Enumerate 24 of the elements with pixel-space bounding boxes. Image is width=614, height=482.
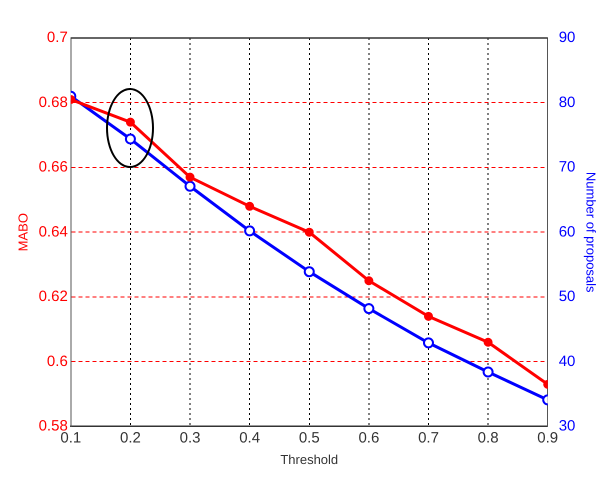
x-axis-title: Threshold: [280, 452, 338, 467]
y-tick-label: 0.7: [46, 29, 68, 46]
x-tick-label: 0.3: [180, 430, 200, 447]
x-tick-label: 0.7: [418, 430, 439, 447]
y2-tick-label: 40: [558, 352, 576, 370]
x-tick-label: 0.5: [298, 430, 320, 447]
y2-axis-title: Number of proposals: [584, 172, 599, 294]
y-tick-label: 0.64: [38, 223, 68, 240]
y2-tick-label: 80: [558, 94, 576, 111]
y2-tick-label: 30: [558, 418, 576, 435]
y-tick-label: 0.62: [38, 288, 68, 306]
x-tick-label: 0.9: [537, 430, 558, 447]
x-tick-label: 0.8: [478, 430, 499, 447]
y2-tick-label: 50: [558, 288, 576, 306]
y2-tick-label: 70: [558, 158, 576, 176]
x-tick-label: 0.6: [358, 430, 380, 447]
y2-tick-label: 60: [558, 223, 576, 240]
x-tick-label: 0.4: [239, 430, 260, 447]
y2-tick-label: 90: [558, 29, 576, 46]
y-axis-title: MABO: [15, 213, 30, 252]
x-tick-label: 0.2: [120, 430, 141, 447]
y-tick-label: 0.68: [38, 94, 68, 111]
y-tick-label: 0.6: [46, 352, 68, 370]
y-tick-label: 0.66: [38, 158, 68, 176]
